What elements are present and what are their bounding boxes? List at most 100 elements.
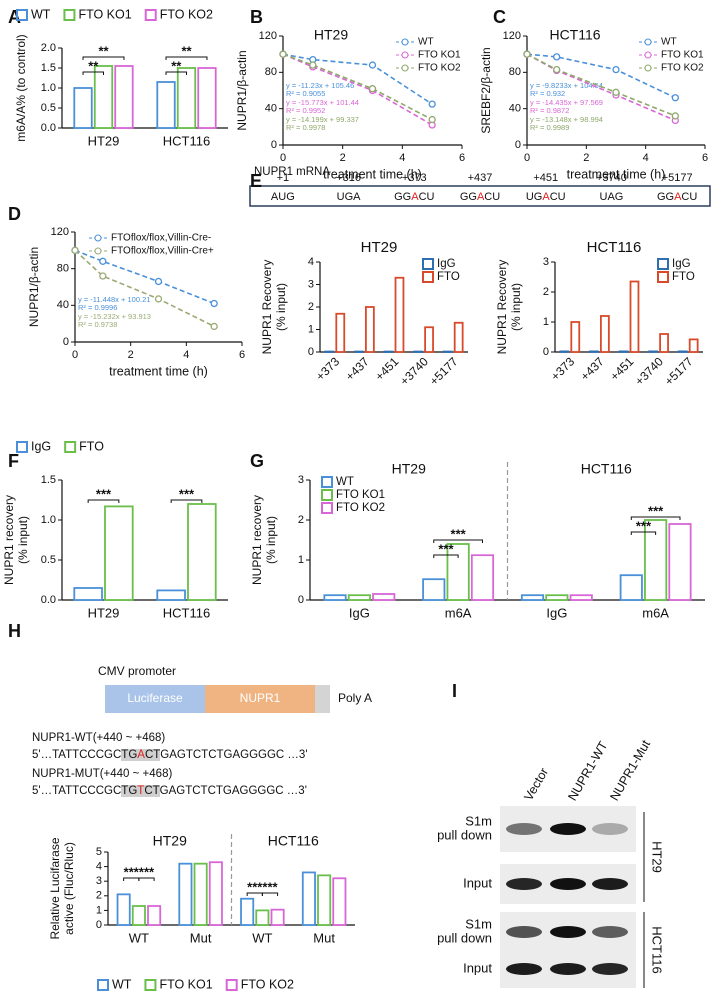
significance-label: ***	[247, 879, 263, 894]
bar	[131, 905, 146, 926]
x-tick-label: Mut	[313, 930, 335, 945]
series-line	[282, 53, 433, 126]
significance-label: ***	[648, 503, 664, 518]
y-tick-label: 0	[96, 919, 102, 931]
lane-label: NUPR1-WT	[565, 739, 610, 803]
x-tick-label: 2	[340, 152, 346, 164]
row-label: Input	[463, 960, 492, 975]
x-tick-label: 4	[399, 152, 405, 164]
bar	[677, 350, 688, 353]
data-point	[671, 94, 679, 102]
x-tick-label: +373	[313, 354, 342, 383]
legend-marker	[94, 234, 102, 242]
bar	[364, 306, 375, 353]
legend-label: FTO KO2	[418, 63, 461, 74]
legend-label: WT	[31, 7, 51, 21]
data-point	[523, 50, 531, 58]
fit-equation: y = -15.232x + 93.913	[78, 312, 151, 321]
nupr1-box	[205, 685, 315, 713]
x-tick-label: 0	[72, 349, 78, 361]
bar	[197, 67, 217, 129]
bar	[324, 350, 335, 353]
bar	[470, 554, 495, 601]
legend-label: FTOflox/flox,Villin-Cre+	[111, 246, 214, 257]
mrna-motif: UAG	[600, 191, 624, 203]
chart-title: HT29	[361, 239, 398, 256]
fit-equation: y = -9.8233x + 104.54	[530, 81, 603, 90]
significance-bracket	[138, 877, 155, 881]
y-tick-label: 1	[308, 323, 314, 335]
panel-label: C	[493, 7, 506, 27]
legend-label: FTO KO2	[661, 63, 704, 74]
y-tick-label: 2.0	[41, 42, 56, 54]
significance-bracket	[261, 892, 279, 896]
bar	[187, 503, 217, 601]
legend-swatch	[144, 9, 157, 21]
sequence-part: TG	[121, 749, 138, 761]
x-tick-label: 6	[702, 152, 708, 164]
legend-label: FTO KO2	[241, 977, 294, 991]
legend-swatch	[321, 502, 333, 514]
x-tick-label: IgG	[546, 605, 567, 620]
y-tick-label: 1.0	[41, 82, 56, 94]
sequence-part: 5'…TATTCCCGC	[32, 749, 122, 761]
bar	[413, 350, 424, 353]
significance-bracket	[82, 56, 125, 60]
data-point	[154, 295, 163, 303]
panel-label: B	[250, 7, 263, 27]
legend-label: FTO	[672, 271, 695, 283]
y-tick-label: 3	[543, 256, 549, 268]
legend-label: IgG	[672, 258, 691, 270]
group-label: HT29	[392, 461, 426, 477]
segment-label: NUPR1	[240, 691, 281, 705]
cell-label: HT29	[650, 841, 665, 873]
motif-part: A	[411, 191, 419, 203]
motif-part: CU	[681, 191, 697, 203]
bar	[668, 523, 692, 601]
bar	[176, 67, 197, 129]
bar	[332, 877, 347, 926]
segment-label: Luciferase	[127, 691, 183, 705]
bar	[301, 871, 316, 926]
legend-swatch	[64, 441, 77, 453]
series-line	[282, 53, 433, 105]
data-point	[671, 112, 679, 120]
legend-label: FTO KO2	[336, 502, 385, 514]
x-tick-label: +3740	[632, 354, 666, 388]
x-tick-label: +373	[548, 354, 577, 383]
legend-marker	[401, 51, 409, 59]
y-tick-label: 40	[57, 299, 69, 311]
sequence-part: CT	[144, 749, 161, 761]
y-tick-label: 0	[298, 594, 304, 606]
blot-band	[592, 963, 628, 975]
x-tick-label: m6A	[445, 605, 472, 620]
y-tick-label: 3	[298, 474, 304, 486]
fit-equation: y = -14.199x + 99.337	[286, 115, 359, 124]
bar	[453, 321, 464, 353]
significance-label: ***	[636, 518, 652, 533]
y-tick-label: 2	[543, 286, 549, 298]
bar	[570, 321, 581, 353]
bar	[335, 312, 346, 353]
significance-bracket	[630, 516, 681, 520]
y-tick-label: 120	[51, 226, 69, 238]
chart-title: HCT116	[587, 239, 642, 256]
data-point	[71, 246, 79, 254]
motif-part: A	[674, 191, 682, 203]
legend-marker	[644, 38, 652, 46]
lane-label: Vector	[521, 765, 551, 803]
bar	[600, 315, 610, 353]
bar	[372, 593, 396, 601]
legend-swatch	[144, 979, 157, 991]
sequence: 5'…TATTCCCGCTGTCTGAGTCTCTGAGGGGC …3'	[32, 785, 307, 797]
sequence-part: 5'…TATTCCCGC	[32, 785, 122, 797]
legend-label: WT	[661, 37, 677, 48]
legend-label: FTO KO1	[159, 977, 212, 991]
bar	[270, 908, 285, 926]
y-tick-label: 0	[515, 139, 521, 151]
legend-label: WT	[418, 37, 434, 48]
sequence-part: TG	[121, 785, 138, 797]
y-tick-label: 120	[503, 30, 521, 42]
legend-swatch	[16, 9, 28, 21]
fit-r2: R² = 0.9996	[78, 303, 117, 312]
